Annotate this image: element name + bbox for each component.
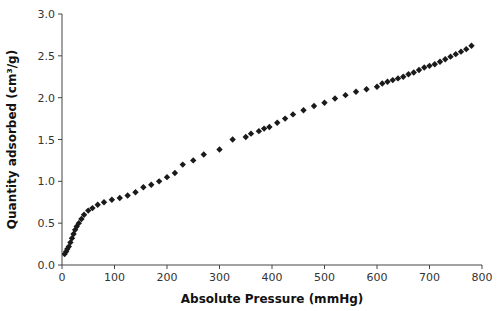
point — [229, 136, 235, 142]
point — [172, 170, 178, 176]
point — [437, 58, 443, 64]
y-tick — [58, 14, 62, 15]
point — [140, 184, 146, 190]
point — [405, 71, 411, 77]
point — [89, 205, 95, 211]
point — [353, 89, 359, 95]
x-axis-label: Absolute Pressure (mmHg) — [181, 292, 364, 306]
x-tick-label: 700 — [419, 271, 440, 284]
point — [458, 48, 464, 54]
x-tick — [324, 265, 325, 269]
point — [363, 86, 369, 92]
y-tick — [58, 181, 62, 182]
x-tick — [429, 265, 430, 269]
point — [201, 151, 207, 157]
x-tick — [62, 265, 63, 269]
point — [282, 115, 288, 121]
y-tick — [58, 97, 62, 98]
point — [290, 111, 296, 117]
y-tick-label: 1.0 — [38, 175, 56, 188]
y-tick — [58, 139, 62, 140]
point — [261, 125, 267, 131]
point — [384, 79, 390, 85]
point — [216, 146, 222, 152]
x-tick-label: 300 — [209, 271, 230, 284]
point — [124, 192, 130, 198]
y-tick-label: 2.5 — [38, 50, 56, 63]
point — [468, 43, 474, 49]
y-tick — [58, 55, 62, 56]
point — [421, 64, 427, 70]
point — [432, 61, 438, 67]
y-tick-label: 3.0 — [38, 8, 56, 21]
points — [62, 43, 475, 258]
point — [321, 99, 327, 105]
background — [0, 0, 500, 311]
point — [400, 74, 406, 80]
x-tick — [114, 265, 115, 269]
point — [274, 120, 280, 126]
y-tick — [58, 223, 62, 224]
point — [379, 80, 385, 86]
y-tick-label: 0.0 — [38, 259, 56, 272]
point — [332, 95, 338, 101]
point — [101, 199, 107, 205]
point — [416, 67, 422, 73]
point — [442, 56, 448, 62]
y-tick — [58, 265, 62, 266]
point — [453, 51, 459, 57]
point — [164, 174, 170, 180]
point — [426, 63, 432, 69]
point — [95, 202, 101, 208]
x-tick — [272, 265, 273, 269]
point — [374, 84, 380, 90]
point — [463, 46, 469, 52]
y-tick-label: 1.5 — [38, 134, 56, 147]
point — [411, 69, 417, 75]
x-tick-label: 800 — [472, 271, 493, 284]
point — [395, 75, 401, 81]
y-tick-label: 0.5 — [38, 217, 56, 230]
point — [342, 92, 348, 98]
point — [390, 77, 396, 83]
x-tick — [377, 265, 378, 269]
x-tick-label: 200 — [157, 271, 178, 284]
y-axis-label: Quantity adsorbed (cm³/g) — [5, 50, 19, 229]
x-tick-label: 500 — [314, 271, 335, 284]
x-tick — [219, 265, 220, 269]
point — [180, 161, 186, 167]
point — [311, 103, 317, 109]
x-tick — [482, 265, 483, 269]
x-tick-label: 400 — [262, 271, 283, 284]
point — [243, 134, 249, 140]
x-tick — [167, 265, 168, 269]
point — [132, 189, 138, 195]
point — [148, 181, 154, 187]
chart: 0 100 200 300 400 500 600 700 800 0.0 0.5 1.0 1.5 2.0… — [0, 0, 500, 311]
point — [266, 124, 272, 130]
point — [81, 212, 87, 218]
point — [256, 128, 262, 134]
y-tick-label: 2.0 — [38, 92, 56, 105]
point — [300, 107, 306, 113]
point — [117, 195, 123, 201]
x-tick-label: 100 — [104, 271, 125, 284]
point — [156, 178, 162, 184]
x-tick-label: 600 — [367, 271, 388, 284]
x-tick-label: 0 — [59, 271, 66, 284]
point — [248, 130, 254, 136]
point — [190, 157, 196, 163]
point — [109, 197, 115, 203]
point — [447, 53, 453, 59]
axes: 0 100 200 300 400 500 600 700 800 0.0 0.5 1.0 1.5 2.0… — [38, 8, 493, 284]
